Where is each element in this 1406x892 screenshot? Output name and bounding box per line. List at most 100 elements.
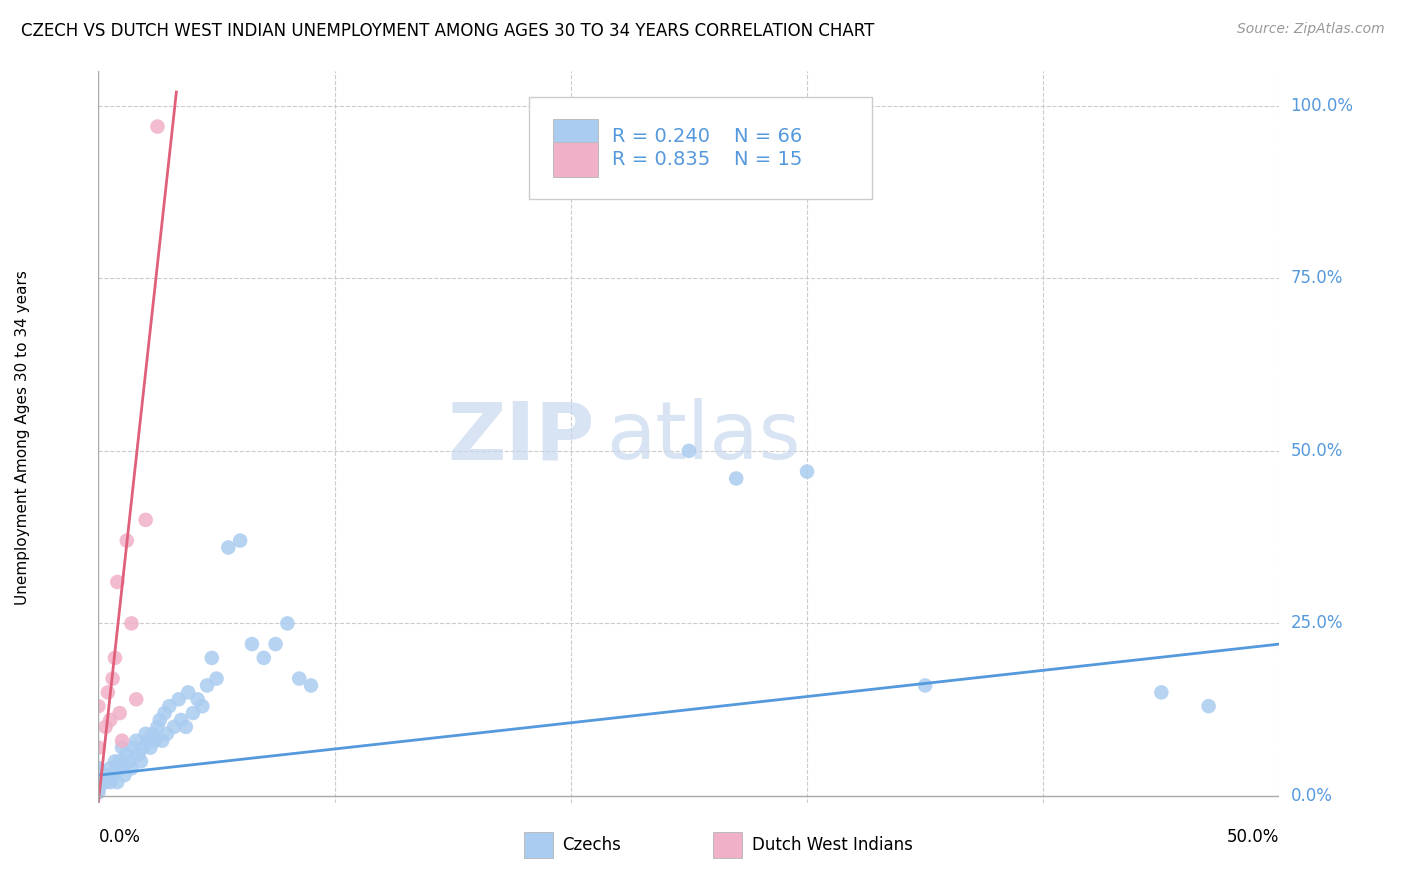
Point (104, 651, 127, 665)
Text: 75.0%: 75.0% (1291, 269, 1343, 287)
Point (101, 768, 124, 782)
Point (104, 755, 127, 769)
Point (181, 706, 204, 720)
Text: Dutch West Indians: Dutch West Indians (752, 836, 912, 855)
Text: ZIP: ZIP (447, 398, 595, 476)
Point (98, 761, 121, 775)
Point (725, 471, 748, 485)
Point (94, 720, 117, 734)
Point (167, 692, 190, 706)
Point (87, 782, 110, 797)
Point (111, 761, 134, 775)
Point (174, 720, 197, 734)
Point (1150, 685, 1173, 699)
Point (146, 120, 169, 134)
Point (115, 533, 138, 548)
Point (170, 713, 193, 727)
FancyBboxPatch shape (523, 832, 553, 858)
Point (678, 443, 700, 458)
Point (191, 699, 214, 714)
Point (87, 740, 110, 755)
Point (98, 713, 121, 727)
Point (135, 727, 157, 741)
FancyBboxPatch shape (713, 832, 742, 858)
Point (87, 699, 110, 714)
Point (149, 713, 172, 727)
Point (87, 785, 110, 799)
Point (87, 775, 110, 789)
Point (128, 747, 150, 762)
Point (125, 692, 148, 706)
Point (125, 733, 148, 747)
Text: Czechs: Czechs (562, 836, 621, 855)
Point (163, 720, 186, 734)
Point (105, 775, 128, 789)
Point (299, 678, 322, 692)
Point (115, 747, 138, 762)
Point (136, 733, 159, 747)
Point (121, 761, 143, 775)
Point (796, 465, 818, 479)
Text: Unemployment Among Ages 30 to 34 years: Unemployment Among Ages 30 to 34 years (14, 269, 30, 605)
Text: N = 15: N = 15 (734, 151, 803, 169)
Point (153, 706, 176, 720)
Point (87, 768, 110, 782)
Point (142, 727, 165, 741)
Point (112, 768, 135, 782)
Point (139, 740, 162, 755)
Point (94, 775, 117, 789)
Text: atlas: atlas (606, 398, 800, 476)
Point (132, 740, 155, 755)
Point (276, 616, 298, 631)
Point (101, 672, 124, 686)
Point (217, 541, 239, 555)
Point (122, 740, 145, 755)
Point (105, 574, 128, 589)
Point (253, 651, 276, 665)
Point (205, 672, 228, 686)
Text: 0.0%: 0.0% (98, 828, 141, 846)
Point (105, 761, 128, 775)
Point (146, 720, 169, 734)
Point (87, 782, 110, 797)
Point (111, 733, 134, 747)
Point (143, 733, 166, 747)
Text: CZECH VS DUTCH WEST INDIAN UNEMPLOYMENT AMONG AGES 30 TO 34 YEARS CORRELATION CH: CZECH VS DUTCH WEST INDIAN UNEMPLOYMENT … (21, 22, 875, 40)
Point (150, 733, 173, 747)
Text: Source: ZipAtlas.com: Source: ZipAtlas.com (1237, 22, 1385, 37)
Point (1198, 699, 1220, 714)
Point (97, 685, 120, 699)
Text: 50.0%: 50.0% (1227, 828, 1279, 846)
Text: N = 66: N = 66 (734, 127, 801, 146)
FancyBboxPatch shape (553, 143, 598, 178)
Point (229, 533, 252, 548)
Point (129, 755, 152, 769)
Point (177, 685, 200, 699)
Point (87, 768, 110, 782)
Text: 0.0%: 0.0% (1291, 787, 1333, 805)
Point (187, 692, 209, 706)
Point (156, 727, 179, 741)
Point (121, 616, 143, 631)
Point (108, 706, 131, 720)
Text: R = 0.240: R = 0.240 (612, 127, 710, 146)
Point (264, 637, 287, 651)
Text: 50.0%: 50.0% (1291, 442, 1343, 460)
Text: R = 0.835: R = 0.835 (612, 151, 710, 169)
Point (98, 775, 121, 789)
Point (240, 637, 263, 651)
FancyBboxPatch shape (553, 119, 598, 154)
Point (87, 761, 110, 775)
Point (87, 775, 110, 789)
Point (111, 740, 134, 755)
Text: 100.0%: 100.0% (1291, 97, 1354, 115)
Point (195, 678, 218, 692)
Text: 25.0%: 25.0% (1291, 615, 1343, 632)
Point (118, 755, 141, 769)
Point (135, 513, 157, 527)
Point (87, 761, 110, 775)
FancyBboxPatch shape (530, 97, 872, 200)
Point (201, 651, 224, 665)
Point (914, 678, 936, 692)
Point (108, 755, 131, 769)
